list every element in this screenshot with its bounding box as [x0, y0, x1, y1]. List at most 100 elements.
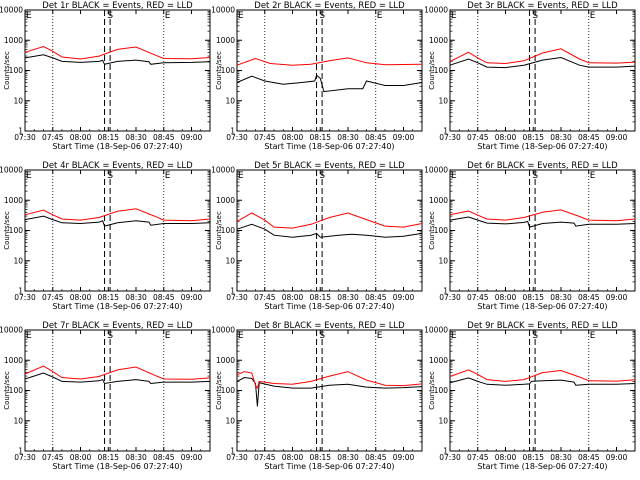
lld-series-line	[236, 57, 423, 66]
detector-panel: Det 9r BLACK = Events, RED = LLD 1 10 100 10…	[424, 321, 636, 471]
x-axis-label: Start Time (18-Sep-06 07:27:40)	[52, 142, 182, 151]
x-tick-label: 07:45	[42, 133, 64, 142]
y-tick-label: 10000	[211, 326, 235, 335]
panel-title: Det 8r BLACK = Events, RED = LLD	[254, 321, 405, 331]
event-flag-label: E	[377, 171, 383, 181]
events-series-line	[236, 223, 423, 238]
y-tick-label: 1	[443, 447, 448, 456]
y-tick-label: 10	[13, 416, 23, 425]
y-axis-label: Counts/sec	[3, 371, 11, 410]
event-flag-label: E	[26, 11, 32, 21]
event-flag-label: E	[26, 331, 32, 341]
y-tick-label: 10000	[424, 326, 448, 335]
x-axis-label: Start Time (18-Sep-06 07:27:40)	[52, 462, 182, 471]
y-tick-label: 1	[443, 127, 448, 136]
x-tick-label: 07:30	[14, 133, 36, 142]
x-tick-label: 07:45	[254, 293, 276, 302]
x-tick-label: 08:00	[282, 133, 304, 142]
x-tick-label: 08:30	[125, 453, 147, 462]
lld-series-line	[449, 48, 636, 65]
event-flag-label: S	[319, 11, 325, 21]
panel-title: Det 5r BLACK = Events, RED = LLD	[254, 161, 405, 171]
x-tick-label: 08:15	[522, 293, 544, 302]
y-tick-label: 1	[230, 287, 235, 296]
event-flag-label: S	[107, 331, 113, 341]
x-tick-label: 08:30	[337, 453, 359, 462]
event-flag-label: E	[26, 171, 32, 181]
lld-series-line	[236, 212, 423, 229]
event-flag-label: E	[165, 171, 171, 181]
panel-title: Det 4r BLACK = Events, RED = LLD	[42, 161, 193, 171]
x-tick-label: 08:30	[550, 453, 572, 462]
y-axis-label: Counts/sec	[3, 211, 11, 250]
panel-title: Det 2r BLACK = Events, RED = LLD	[254, 1, 405, 11]
y-axis-label: Counts/sec	[428, 371, 436, 410]
y-tick-label: 10	[13, 256, 23, 265]
x-tick-label: 09:00	[393, 293, 415, 302]
x-tick-label: 07:30	[226, 133, 248, 142]
x-tick-label: 08:00	[495, 453, 517, 462]
x-axis-label: Start Time (18-Sep-06 07:27:40)	[477, 142, 607, 151]
events-series-line	[449, 377, 636, 386]
x-tick-label: 08:30	[337, 133, 359, 142]
event-flag-label: E	[377, 331, 383, 341]
events-series-line	[236, 74, 423, 93]
y-tick-label: 100	[434, 226, 449, 235]
y-tick-label: 1	[18, 447, 23, 456]
panel-title: Det 9r BLACK = Events, RED = LLD	[467, 321, 618, 331]
y-tick-label: 10000	[211, 6, 235, 15]
event-flag-label: E	[451, 331, 457, 341]
event-flag-label: S	[319, 171, 325, 181]
x-axis-label: Start Time (18-Sep-06 07:27:40)	[52, 302, 182, 311]
x-tick-label: 09:00	[606, 293, 628, 302]
x-tick-label: 08:00	[495, 133, 517, 142]
x-tick-label: 08:15	[309, 133, 331, 142]
y-tick-label: 100	[434, 66, 449, 75]
x-tick-label: 07:45	[254, 453, 276, 462]
events-series-line	[24, 54, 211, 65]
event-flag-label: E	[377, 11, 383, 21]
y-tick-label: 10000	[0, 6, 23, 15]
y-tick-label: 1	[18, 287, 23, 296]
event-flag-label: E	[451, 171, 457, 181]
detector-panel: Det 4r BLACK = Events, RED = LLD 1 10 100 10…	[0, 161, 211, 311]
y-axis-label: Counts/sec	[428, 51, 436, 90]
y-tick-label: 10	[438, 96, 448, 105]
x-tick-label: 08:15	[522, 453, 544, 462]
y-tick-label: 100	[9, 226, 24, 235]
x-tick-label: 09:00	[606, 453, 628, 462]
x-tick-label: 08:45	[365, 293, 387, 302]
x-tick-label: 07:30	[14, 293, 36, 302]
y-tick-label: 100	[221, 226, 236, 235]
lld-series-line	[236, 371, 423, 390]
y-tick-label: 1	[230, 127, 235, 136]
y-tick-label: 1000	[4, 36, 23, 45]
x-tick-label: 07:45	[467, 133, 489, 142]
y-tick-label: 10	[225, 256, 235, 265]
lld-series-line	[24, 45, 211, 60]
y-tick-label: 10	[225, 96, 235, 105]
detector-panel: Det 8r BLACK = Events, RED = LLD 1 10 100 10…	[211, 321, 423, 471]
lld-series-line	[24, 365, 211, 380]
x-tick-label: 08:45	[153, 453, 175, 462]
x-tick-label: 09:00	[181, 453, 203, 462]
event-flag-label: E	[238, 171, 244, 181]
events-series-line	[236, 376, 423, 407]
x-tick-label: 07:30	[226, 293, 248, 302]
y-tick-label: 1	[443, 287, 448, 296]
x-tick-label: 08:00	[70, 293, 92, 302]
x-tick-label: 08:30	[550, 133, 572, 142]
y-tick-label: 10	[13, 96, 23, 105]
event-flag-label: S	[107, 171, 113, 181]
y-tick-label: 10000	[211, 166, 235, 175]
events-series-line	[24, 215, 211, 227]
y-axis-label: Counts/sec	[215, 51, 223, 90]
x-axis-label: Start Time (18-Sep-06 07:27:40)	[264, 302, 394, 311]
y-tick-label: 100	[9, 386, 24, 395]
event-flag-label: E	[451, 11, 457, 21]
x-axis-label: Start Time (18-Sep-06 07:27:40)	[264, 462, 394, 471]
y-tick-label: 10000	[424, 166, 448, 175]
event-flag-label: S	[532, 171, 538, 181]
y-tick-label: 1000	[429, 356, 448, 365]
